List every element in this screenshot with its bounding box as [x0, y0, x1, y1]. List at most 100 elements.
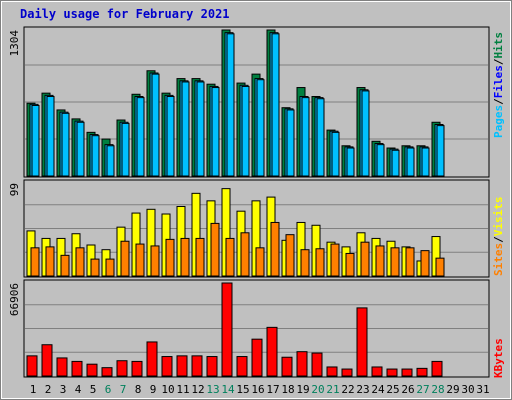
y-max-label-hits: 1304	[8, 30, 21, 57]
bar-pages-17	[271, 33, 280, 177]
bar-kbytes-26	[401, 368, 413, 377]
hits-legend: Pages/Files/Hits	[492, 32, 505, 138]
bar-kbytes-4	[71, 360, 83, 377]
bar-sites-19	[300, 249, 310, 277]
bar-sites-15	[240, 232, 250, 277]
bar-kbytes-7	[116, 360, 128, 377]
bar-sites-23	[360, 241, 370, 277]
bar-kbytes-11	[176, 355, 188, 377]
bar-pages-6	[106, 145, 115, 177]
x-tick-label-16: 16	[251, 383, 264, 396]
bar-sites-26	[405, 247, 415, 277]
bar-pages-14	[226, 33, 235, 177]
bar-kbytes-22	[341, 368, 353, 377]
bar-sites-20	[315, 248, 325, 277]
bar-pages-24	[376, 144, 385, 177]
legend-item-sites: Sites	[492, 243, 505, 276]
bar-sites-25	[390, 247, 400, 277]
kbytes-legend: KBytes	[492, 338, 505, 378]
bar-pages-28	[436, 125, 445, 177]
visits-legend: Sites/Visits	[492, 197, 505, 277]
bar-pages-5	[91, 135, 100, 177]
bar-kbytes-25	[386, 368, 398, 377]
bar-sites-2	[45, 246, 55, 277]
bar-pages-22	[346, 147, 355, 177]
bar-kbytes-3	[56, 357, 68, 377]
x-tick-label-9: 9	[150, 383, 157, 396]
bar-sites-6	[105, 258, 115, 277]
bar-pages-18	[286, 109, 295, 177]
x-tick-label-3: 3	[60, 383, 67, 396]
bar-kbytes-5	[86, 363, 98, 377]
bar-pages-2	[46, 96, 55, 177]
bar-kbytes-15	[236, 356, 248, 377]
x-tick-label-13: 13	[206, 383, 219, 396]
bar-sites-16	[255, 247, 265, 277]
x-tick-label-8: 8	[135, 383, 142, 396]
bar-pages-4	[76, 121, 85, 177]
bar-kbytes-27	[416, 367, 428, 377]
bar-sites-7	[120, 240, 130, 277]
bar-sites-18	[285, 234, 295, 277]
chart-title: Daily usage for February 2021	[20, 7, 230, 21]
bar-sites-4	[75, 247, 85, 277]
bar-kbytes-17	[266, 326, 278, 377]
x-tick-label-27: 27	[416, 383, 429, 396]
bar-kbytes-28	[431, 360, 443, 377]
bar-kbytes-10	[161, 356, 173, 377]
x-tick-label-30: 30	[461, 383, 474, 396]
bar-kbytes-13	[206, 356, 218, 377]
bar-pages-13	[211, 87, 220, 177]
x-tick-label-1: 1	[30, 383, 37, 396]
bar-sites-21	[330, 243, 340, 277]
bar-sites-3	[60, 254, 70, 277]
bar-kbytes-20	[311, 352, 323, 377]
x-tick-label-26: 26	[401, 383, 414, 396]
bar-pages-21	[331, 131, 340, 177]
bar-sites-9	[150, 245, 160, 277]
bar-pages-19	[301, 97, 310, 177]
legend-separator: /	[492, 98, 505, 105]
bar-pages-3	[61, 112, 70, 177]
bar-sites-10	[165, 238, 175, 277]
bar-sites-14	[225, 237, 235, 277]
bar-sites-17	[270, 221, 280, 277]
bar-pages-23	[361, 90, 370, 177]
bar-kbytes-9	[146, 341, 158, 377]
bar-kbytes-16	[251, 338, 263, 377]
bar-kbytes-8	[131, 360, 143, 377]
bar-pages-25	[391, 149, 400, 177]
x-tick-label-15: 15	[236, 383, 249, 396]
bar-pages-12	[196, 81, 205, 177]
x-tick-label-4: 4	[75, 383, 82, 396]
bar-sites-1	[30, 247, 40, 277]
bar-pages-26	[406, 147, 415, 177]
legend-separator: /	[492, 236, 505, 243]
bar-pages-9	[151, 73, 160, 177]
bar-kbytes-18	[281, 356, 293, 377]
legend-item-files: Files	[492, 65, 505, 98]
bar-sites-5	[90, 258, 100, 277]
x-tick-label-17: 17	[266, 383, 279, 396]
bar-kbytes-21	[326, 366, 338, 377]
x-tick-label-6: 6	[105, 383, 112, 396]
bar-sites-11	[180, 237, 190, 277]
bar-pages-11	[181, 81, 190, 177]
bar-sites-12	[195, 237, 205, 277]
bar-pages-10	[166, 96, 175, 177]
x-tick-label-24: 24	[371, 383, 385, 396]
bar-sites-8	[135, 243, 145, 277]
bar-pages-16	[256, 79, 265, 177]
bar-pages-20	[316, 98, 325, 177]
bar-kbytes-24	[371, 366, 383, 377]
legend-item-pages: Pages	[492, 105, 505, 138]
legend-item-visits: Visits	[492, 197, 505, 237]
bar-pages-8	[136, 97, 145, 177]
bar-sites-22	[345, 252, 355, 277]
bar-kbytes-1	[26, 355, 38, 377]
x-tick-label-10: 10	[161, 383, 174, 396]
legend-item-kbytes: KBytes	[492, 338, 505, 378]
x-tick-label-20: 20	[311, 383, 324, 396]
